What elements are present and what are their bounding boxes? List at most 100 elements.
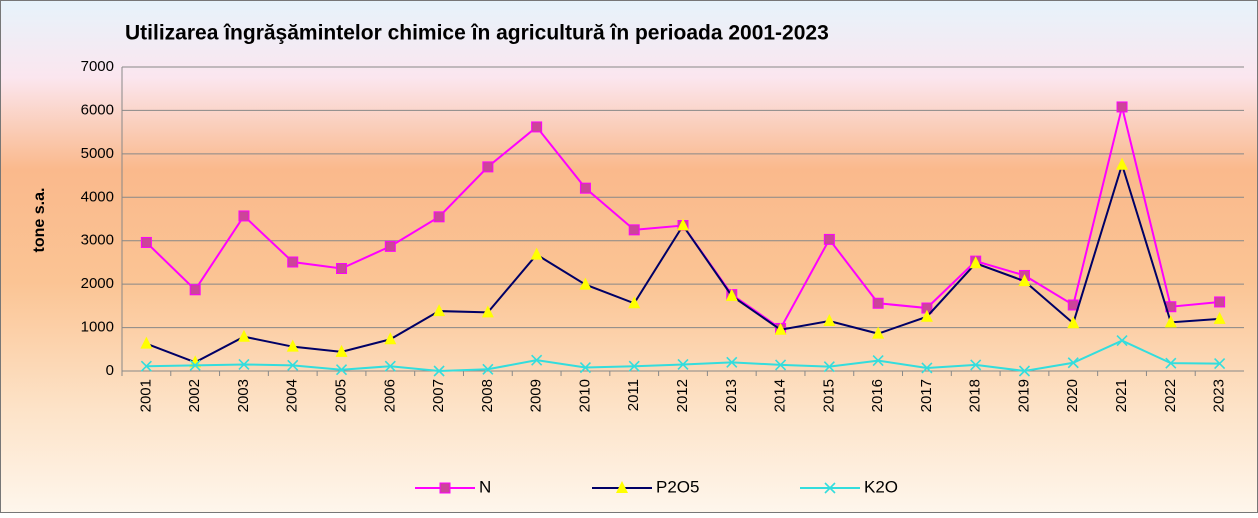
data-point — [920, 309, 933, 322]
data-point — [1116, 157, 1129, 170]
data-point — [530, 247, 543, 260]
data-point — [1067, 316, 1080, 329]
data-point — [433, 211, 445, 223]
x-tick-label: 2005 — [332, 379, 349, 412]
data-point — [531, 121, 543, 133]
x-tick-label: 2022 — [1162, 379, 1179, 412]
y-tick-label: 4000 — [81, 188, 114, 205]
x-tick-label: 2006 — [381, 379, 398, 412]
data-point — [482, 363, 494, 375]
data-point — [677, 358, 689, 371]
x-tick-label: 2001 — [137, 379, 154, 412]
data-point — [286, 339, 299, 352]
data-point — [774, 322, 787, 335]
x-tick-label: 2012 — [674, 379, 691, 412]
data-point — [579, 277, 592, 290]
data-point — [970, 359, 982, 371]
data-point — [872, 297, 884, 309]
y-tick-label: 5000 — [81, 145, 114, 162]
x-tick-label: 2014 — [772, 379, 789, 412]
x-tick-label: 2021 — [1113, 379, 1130, 412]
data-point — [482, 161, 494, 173]
y-tick-label: 3000 — [81, 232, 114, 249]
data-point — [433, 365, 445, 377]
data-point — [774, 359, 787, 371]
legend-marker — [439, 482, 451, 494]
legend-label: K2O — [864, 477, 898, 496]
y-tick-label: 2000 — [81, 275, 114, 292]
x-tick-label: 2019 — [1015, 379, 1032, 412]
data-point — [1213, 311, 1226, 324]
data-point — [725, 288, 738, 301]
data-point — [287, 359, 299, 371]
data-point — [1165, 357, 1177, 369]
data-point — [1018, 365, 1031, 377]
data-point — [140, 360, 152, 372]
legend-label: N — [479, 477, 491, 496]
data-point — [531, 354, 543, 366]
data-point — [579, 361, 592, 374]
chart-title: Utilizarea îngrăşămintelor chimice în ag… — [125, 22, 829, 45]
legend-label: P2O5 — [656, 477, 699, 496]
y-tick-label: 1000 — [81, 319, 114, 336]
x-tick-label: 2023 — [1211, 379, 1228, 412]
data-point — [140, 236, 152, 248]
data-point — [1018, 274, 1031, 287]
data-point — [140, 336, 153, 349]
y-tick-label: 0 — [106, 362, 114, 379]
x-tick-label: 2011 — [625, 379, 642, 411]
data-point — [1067, 357, 1079, 369]
x-tick-label: 2020 — [1064, 379, 1081, 412]
y-axis-label: tone s.a. — [31, 188, 48, 253]
data-point — [823, 233, 835, 245]
data-point — [189, 284, 201, 296]
data-point — [433, 304, 446, 317]
data-point — [384, 360, 396, 372]
data-point — [1116, 101, 1128, 113]
data-point — [726, 356, 738, 368]
data-point — [384, 332, 397, 345]
x-tick-label: 2009 — [528, 379, 545, 412]
data-point — [1214, 358, 1226, 370]
data-point — [921, 362, 933, 374]
data-point — [335, 364, 348, 376]
x-tick-label: 2018 — [967, 379, 984, 412]
x-tick-label: 2004 — [284, 379, 301, 412]
y-tick-label: 7000 — [81, 58, 114, 75]
y-tick-label: 6000 — [81, 101, 114, 118]
data-point — [969, 256, 982, 269]
x-tick-label: 2007 — [430, 379, 447, 412]
data-point — [628, 224, 640, 236]
data-point — [237, 329, 250, 342]
data-point — [287, 256, 299, 268]
data-point — [384, 240, 396, 252]
x-tick-label: 2013 — [723, 379, 740, 412]
legend-marker — [616, 481, 628, 493]
data-point — [1214, 296, 1226, 308]
data-point — [481, 305, 494, 318]
data-point — [677, 218, 689, 231]
data-point — [189, 359, 201, 371]
data-point — [1116, 335, 1128, 347]
data-point — [579, 182, 591, 194]
data-point — [1164, 315, 1177, 328]
data-point — [238, 358, 250, 371]
legend-marker — [824, 482, 836, 494]
data-point — [872, 326, 885, 339]
data-point — [823, 314, 836, 327]
data-point — [628, 360, 640, 372]
x-tick-label: 2010 — [576, 379, 593, 412]
data-point — [823, 361, 835, 373]
data-point — [628, 296, 641, 309]
x-tick-label: 2017 — [918, 379, 935, 412]
x-tick-label: 2002 — [186, 379, 203, 412]
data-point — [336, 263, 348, 275]
x-tick-label: 2016 — [869, 379, 886, 412]
data-point — [872, 355, 884, 367]
x-tick-label: 2003 — [235, 379, 252, 412]
data-point — [335, 344, 348, 357]
x-tick-label: 2015 — [820, 379, 837, 412]
data-point — [238, 210, 250, 222]
